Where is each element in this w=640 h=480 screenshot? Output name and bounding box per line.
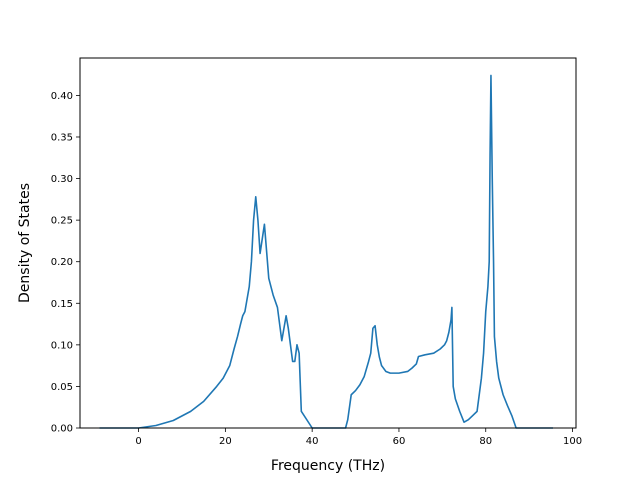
plot-area <box>99 74 553 429</box>
y-axis-ticks: 0.00 0.05 0.10 0.15 0.20 0.25 0.30 0.35 0.40 <box>51 91 80 435</box>
x-tick-label: 0 <box>135 436 141 447</box>
y-tick-label: 0.15 <box>51 299 73 310</box>
x-tick-label: 80 <box>479 436 492 447</box>
x-tick-label: 20 <box>219 436 232 447</box>
y-tick-label: 0.40 <box>51 91 73 102</box>
y-tick-label: 0.35 <box>51 132 73 143</box>
x-tick-label: 60 <box>393 436 406 447</box>
y-tick-label: 0.05 <box>51 382 73 393</box>
y-tick-label: 0.10 <box>51 340 73 351</box>
axes-frame <box>79 57 577 429</box>
y-tick-label: 0.00 <box>51 424 73 435</box>
x-axis-ticks: 0 20 40 60 80 100 <box>135 428 582 447</box>
dos-series-line-0 <box>99 74 553 429</box>
y-tick-label: 0.25 <box>51 216 73 227</box>
y-tick-label: 0.20 <box>51 257 73 268</box>
x-axis-label: Frequency (THz) <box>271 458 385 474</box>
x-tick-label: 40 <box>306 436 319 447</box>
y-tick-label: 0.30 <box>51 174 73 185</box>
x-tick-label: 100 <box>563 436 582 447</box>
y-axis-label: Density of States <box>17 183 33 303</box>
